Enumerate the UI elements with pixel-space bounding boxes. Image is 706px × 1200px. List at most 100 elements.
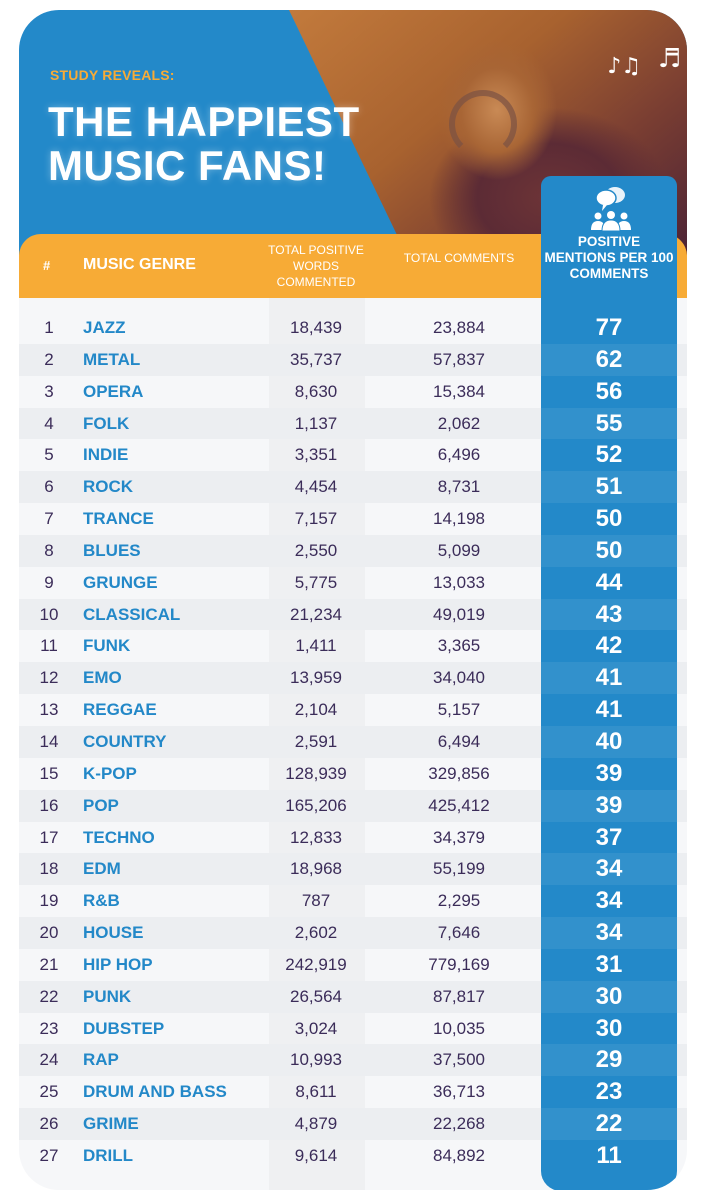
total-comments-cell: 7,646 — [437, 923, 481, 943]
positive-words-cell: 9,614 — [294, 1145, 338, 1165]
genre-cell: HIP HOP — [83, 954, 153, 974]
positive-mentions-value: 34 — [595, 887, 623, 915]
positive-mentions-value: 39 — [541, 789, 677, 822]
total-comments-cell: 779,169 — [428, 954, 490, 974]
positive-words-cell: 21,234 — [290, 604, 342, 624]
genre-cell: TRANCE — [83, 509, 154, 529]
rank-cell: 13 — [39, 700, 59, 720]
positive-words-cell: 242,919 — [285, 954, 347, 974]
genre-cell: TECHNO — [83, 827, 155, 847]
rank-cell: 8 — [44, 540, 54, 560]
genre-cell: EDM — [83, 859, 121, 879]
table-row: 1 JAZZ 18,439 23,884 — [19, 312, 687, 344]
genre-cell: GRIME — [83, 1114, 139, 1134]
total-comments-cell: 6,494 — [437, 731, 481, 751]
rank-cell: 15 — [39, 763, 59, 783]
genre-cell: FUNK — [83, 636, 131, 656]
table-row: 7 TRANCE 7,157 14,198 — [19, 503, 687, 535]
positive-mentions-value: 42 — [595, 632, 623, 660]
positive-mentions-value: 34 — [541, 853, 677, 886]
music-staff-icon: ♬ — [657, 44, 681, 74]
genre-cell: RAP — [83, 1050, 119, 1070]
positive-mentions-value: 51 — [541, 471, 677, 504]
positive-mentions-value: 29 — [541, 1044, 677, 1077]
table-row: 11 FUNK 1,411 3,365 — [19, 630, 687, 662]
rank-cell: 7 — [44, 509, 54, 529]
total-comments-cell: 36,713 — [433, 1082, 485, 1102]
positive-mentions-value: 31 — [595, 950, 623, 978]
rank-cell: 17 — [39, 827, 59, 847]
genre-cell: FOLK — [83, 413, 130, 433]
total-comments-cell: 329,856 — [428, 763, 490, 783]
genre-cell: K-POP — [83, 763, 137, 783]
positive-mentions-value: 41 — [541, 662, 677, 695]
total-comments-cell: 8,731 — [437, 477, 481, 497]
positive-words-cell: 18,968 — [290, 859, 342, 879]
total-comments-cell: 6,496 — [437, 445, 481, 465]
total-comments-cell: 84,892 — [433, 1145, 485, 1165]
positive-words-cell: 4,454 — [294, 477, 338, 497]
total-comments-cell: 14,198 — [433, 509, 485, 529]
positive-mentions-value: 39 — [595, 759, 623, 787]
total-comments-cell: 34,379 — [433, 827, 485, 847]
genre-cell: PUNK — [83, 986, 132, 1006]
table-row: 21 HIP HOP 242,919 779,169 — [19, 949, 687, 981]
rank-cell: 1 — [44, 318, 54, 337]
rank-cell: 18 — [39, 859, 59, 879]
rank-cell: 21 — [39, 954, 59, 974]
positive-words-cell: 1,411 — [295, 636, 337, 656]
total-comments-cell: 34,040 — [433, 668, 485, 688]
total-comments-cell: 5,157 — [437, 700, 481, 720]
page-title: THE HAPPIEST MUSIC FANS! — [48, 100, 360, 188]
positive-mentions-value: 37 — [595, 823, 623, 851]
positive-words-cell: 3,351 — [294, 445, 338, 465]
total-comments-cell: 15,384 — [433, 381, 485, 401]
genre-cell: DRILL — [83, 1145, 134, 1165]
rank-cell: 19 — [39, 891, 59, 911]
table-row: 5 INDIE 3,351 6,496 — [19, 439, 687, 471]
positive-words-cell: 7,157 — [294, 509, 338, 529]
positive-words-cell: 2,591 — [294, 731, 338, 751]
positive-words-cell: 8,630 — [294, 381, 338, 401]
total-comments-cell: 87,817 — [433, 986, 485, 1006]
rank-cell: 12 — [39, 668, 59, 688]
positive-words-cell: 8,611 — [295, 1082, 337, 1102]
positive-mentions-value: 62 — [541, 343, 677, 376]
positive-mentions-value: 43 — [541, 598, 677, 631]
positive-mentions-value: 40 — [541, 725, 677, 758]
positive-mentions-value: 52 — [595, 441, 623, 469]
positive-words-cell: 18,439 — [290, 318, 342, 337]
positive-words-cell: 5,775 — [294, 572, 338, 592]
rank-cell: 9 — [44, 572, 54, 592]
total-comments-cell: 49,019 — [433, 604, 485, 624]
genre-cell: GRUNGE — [83, 572, 158, 592]
infographic-card: ♪♫ ♬ STUDY REVEALS: THE HAPPIEST MUSIC F… — [19, 10, 687, 1190]
positive-words-cell: 10,993 — [290, 1050, 342, 1070]
total-comments-cell: 2,295 — [437, 891, 481, 911]
genre-cell: OPERA — [83, 381, 144, 401]
positive-mentions-value: 44 — [595, 568, 623, 596]
positive-mentions-header: POSITIVE MENTIONS PER 100 COMMENTS — [541, 176, 677, 298]
positive-words-cell: 128,939 — [285, 763, 347, 783]
positive-mentions-value: 34 — [541, 917, 677, 949]
table-row: 19 R&B 787 2,295 — [19, 885, 687, 917]
table-row: 23 DUBSTEP 3,024 10,035 — [19, 1013, 687, 1045]
rank-cell: 27 — [39, 1145, 59, 1165]
rank-cell: 3 — [44, 381, 54, 401]
table-row: 15 K-POP 128,939 329,856 — [19, 758, 687, 790]
table-row: 9 GRUNGE 5,775 13,033 — [19, 567, 687, 599]
genre-cell: INDIE — [83, 445, 129, 465]
positive-mentions-value: 56 — [595, 377, 623, 405]
positive-mentions-value: 41 — [595, 696, 623, 724]
table-row: 13 REGGAE 2,104 5,157 — [19, 694, 687, 726]
positive-mentions-value: 30 — [541, 980, 677, 1013]
positive-words-cell: 4,879 — [294, 1114, 338, 1134]
column-header-positive-words: TOTAL POSITIVE WORDS COMMENTED — [268, 243, 364, 289]
total-comments-cell: 3,365 — [437, 636, 481, 656]
rank-cell: 23 — [39, 1018, 59, 1038]
positive-mentions-value: 23 — [595, 1078, 623, 1106]
music-notes-icon: ♪♫ — [607, 54, 641, 79]
genre-cell: ROCK — [83, 477, 134, 497]
positive-words-cell: 1,137 — [294, 413, 338, 433]
positive-words-cell: 2,550 — [294, 540, 338, 560]
